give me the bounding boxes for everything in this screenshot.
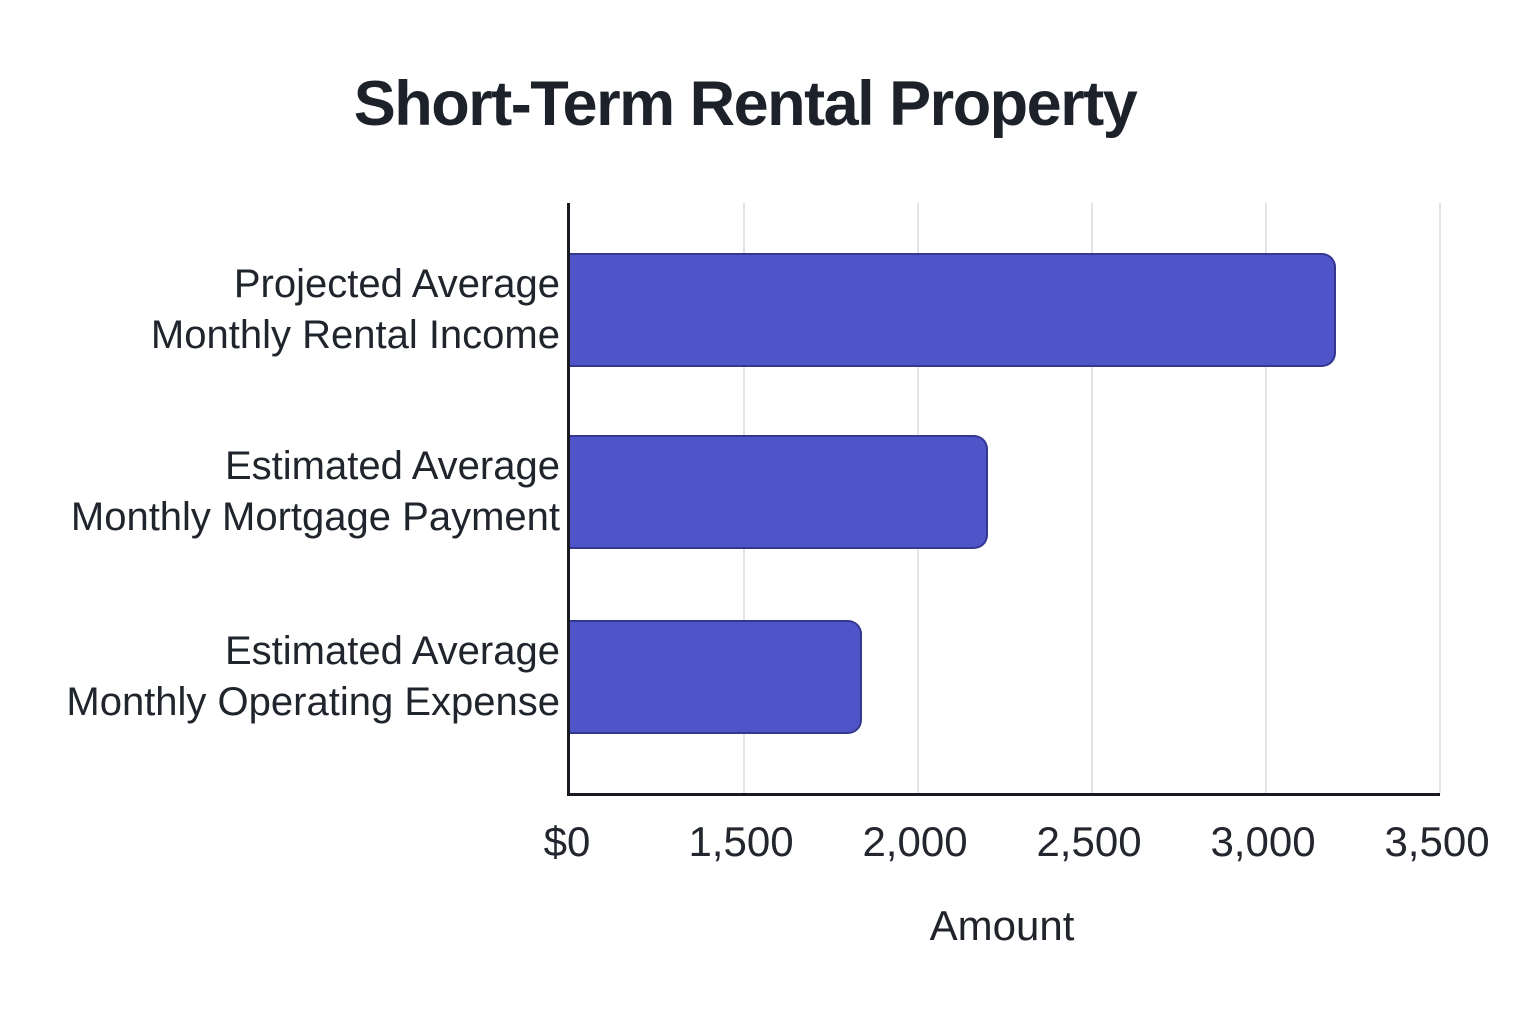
bar-1 <box>570 252 1336 367</box>
category-label: Estimated Average Monthly Operating Expen… <box>20 626 560 728</box>
x-tick-label: 1,500 <box>688 818 794 865</box>
gridline <box>1265 203 1267 793</box>
chart-title: Short-Term Rental Property <box>353 69 1138 139</box>
x-tick-label: 3,000 <box>1210 818 1316 865</box>
category-label-line: Projected Average <box>233 261 560 306</box>
x-tick-label: 3,500 <box>1384 818 1490 865</box>
category-label: Estimated Average Monthly Mortgage Paymen… <box>20 441 560 543</box>
x-tick-label: 2,000 <box>862 818 968 865</box>
x-axis-tick-labels: $0 1,500 2,000 2,500 3,000 3,500 <box>544 818 1490 868</box>
gridline <box>1091 203 1093 793</box>
bar-2 <box>570 435 988 550</box>
category-label-line: Estimated Average <box>224 628 560 673</box>
x-tick-label: $0 <box>543 818 591 865</box>
category-label-line: Monthly Operating Expense <box>66 679 560 724</box>
x-axis-title: Amount <box>929 902 1075 949</box>
category-label-line: Estimated Average <box>224 444 560 489</box>
category-label-line: Monthly Rental Income <box>150 312 560 357</box>
plot-area <box>567 203 1441 796</box>
category-label: Projected Average Monthly Rental Income <box>20 259 560 361</box>
gridline <box>1439 203 1441 793</box>
bar-3 <box>570 619 863 734</box>
category-label-line: Monthly Mortgage Payment <box>70 495 560 540</box>
x-tick-label: 2,500 <box>1036 818 1142 865</box>
y-axis-category-labels: Projected Average Monthly Rental Income Es… <box>20 203 560 793</box>
